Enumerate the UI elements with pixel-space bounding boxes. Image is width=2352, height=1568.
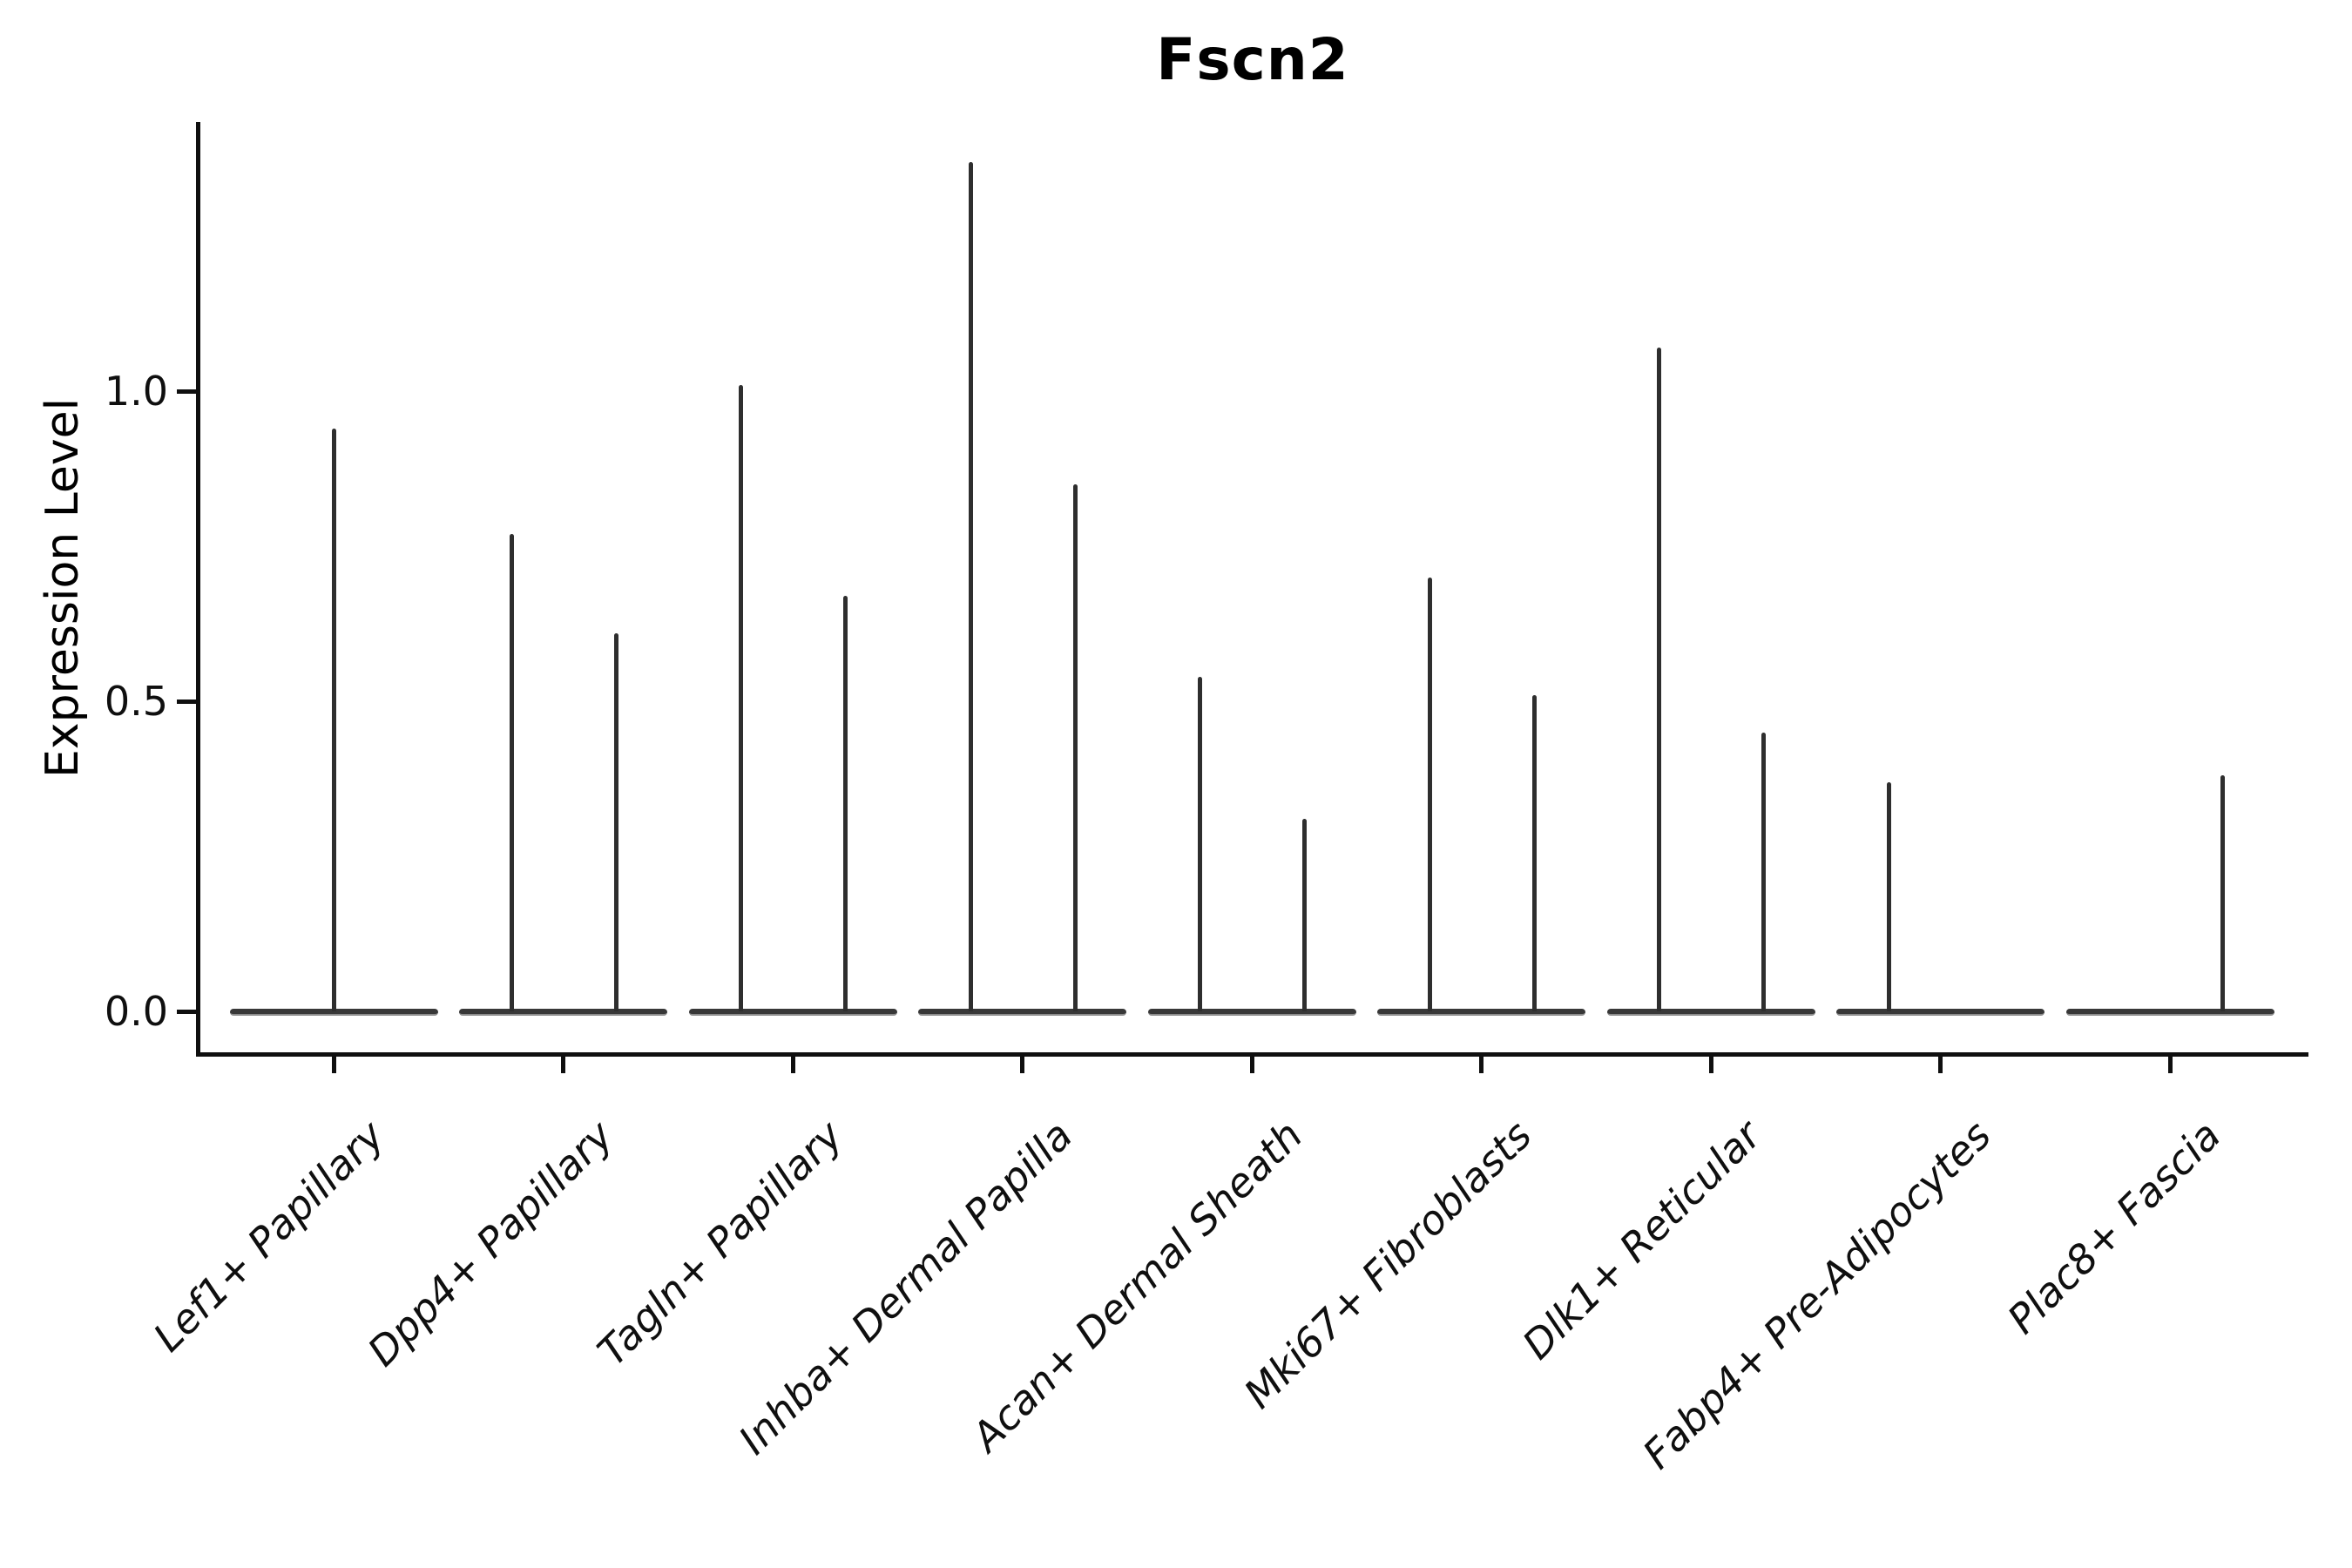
y-tick-label: 0.5 [104, 678, 168, 725]
violin-baseline [1147, 1009, 1356, 1016]
violin-spike [1427, 577, 1432, 1011]
violin-spike [1198, 676, 1202, 1011]
violin-baseline [2065, 1009, 2274, 1016]
x-tick-label: Dpp4+ Papillary [359, 1112, 623, 1375]
violin-spike [1886, 781, 1891, 1011]
x-tick-label: Plac8+ Fascia [1997, 1112, 2230, 1343]
violin-baseline [459, 1009, 667, 1016]
violin-spike [2220, 775, 2225, 1011]
y-tick-mark [177, 699, 198, 704]
x-tick-mark [1938, 1054, 1943, 1073]
violin-spike [1761, 732, 1766, 1011]
x-tick-mark [1479, 1054, 1484, 1073]
x-tick-mark [1708, 1054, 1713, 1073]
violin-spike [509, 533, 514, 1011]
y-tick-label: 0.0 [104, 988, 168, 1035]
y-tick-label: 1.0 [104, 368, 168, 415]
violin-spike [613, 632, 618, 1011]
violin-spike [739, 384, 743, 1011]
violin-spike [331, 428, 336, 1011]
left-axis-spine [196, 122, 200, 1057]
x-tick-mark [1020, 1054, 1024, 1073]
violin-baseline [1606, 1009, 1815, 1016]
violin-spike [1072, 483, 1078, 1011]
violin-baseline [918, 1009, 1126, 1016]
violin-baseline [1377, 1009, 1585, 1016]
violin-baseline [1836, 1009, 2044, 1016]
violin-baseline [688, 1009, 897, 1016]
x-tick-mark [2167, 1054, 2173, 1073]
violin-baseline [229, 1009, 438, 1016]
y-tick-mark [177, 389, 198, 394]
violin-spike [1531, 694, 1537, 1011]
violin-spike [1657, 348, 1661, 1011]
violin-spike [843, 595, 848, 1011]
x-tick-label: Lef1+ Papillary [144, 1112, 394, 1361]
x-tick-mark [331, 1054, 336, 1073]
violin-spike [1302, 819, 1307, 1011]
x-tick-label: Tagln+ Papillary [588, 1112, 853, 1375]
x-tick-mark [1249, 1054, 1254, 1073]
x-tick-mark [790, 1054, 795, 1073]
violin-spike [968, 161, 973, 1011]
y-tick-mark [177, 1009, 198, 1014]
x-tick-mark [561, 1054, 565, 1073]
chart-title: Fscn2 [1156, 26, 1349, 93]
x-tick-label: Dlk1+ Reticular [1513, 1112, 1771, 1369]
